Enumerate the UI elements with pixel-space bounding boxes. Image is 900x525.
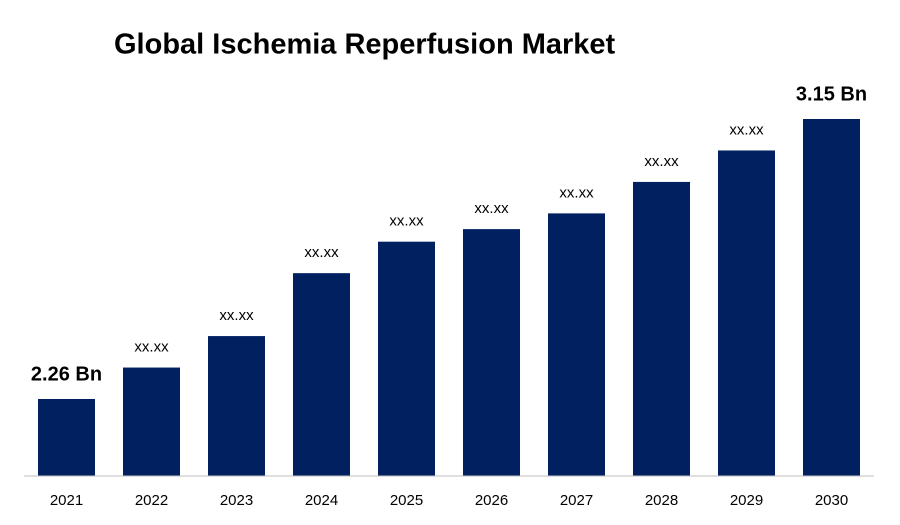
x-tick-label: 2026 xyxy=(475,492,508,509)
value-label: xx.xx xyxy=(644,153,679,170)
bar xyxy=(633,181,690,477)
value-label: xx.xx xyxy=(559,184,594,201)
bar xyxy=(38,399,95,476)
x-tick-label: 2024 xyxy=(305,492,338,509)
bar xyxy=(293,273,350,476)
value-label: xx.xx xyxy=(219,307,254,324)
chart-title: Global Ischemia Reperfusion Market xyxy=(114,29,616,61)
value-label: xx.xx xyxy=(389,213,424,230)
bar xyxy=(208,336,265,476)
value-label: xx.xx xyxy=(304,244,339,261)
x-tick-label: 2028 xyxy=(645,492,678,509)
bar xyxy=(123,367,180,476)
x-tick-label: 2022 xyxy=(135,492,168,509)
bar xyxy=(803,119,860,476)
value-label: 3.15 Bn xyxy=(796,83,867,105)
value-label: xx.xx xyxy=(729,121,764,138)
x-tick-label: 2021 xyxy=(50,492,83,509)
value-label: 2.26 Bn xyxy=(31,363,102,385)
bar xyxy=(463,229,520,476)
x-tick-label: 2023 xyxy=(220,492,253,509)
bar xyxy=(718,150,775,476)
x-tick-label: 2030 xyxy=(815,492,848,509)
bar xyxy=(548,213,605,476)
x-tick-label: 2025 xyxy=(390,492,423,509)
value-label: xx.xx xyxy=(474,200,509,217)
bar xyxy=(378,241,435,476)
x-tick-label: 2027 xyxy=(560,492,593,509)
x-tick-label: 2029 xyxy=(730,492,763,509)
value-label: xx.xx xyxy=(134,339,169,356)
